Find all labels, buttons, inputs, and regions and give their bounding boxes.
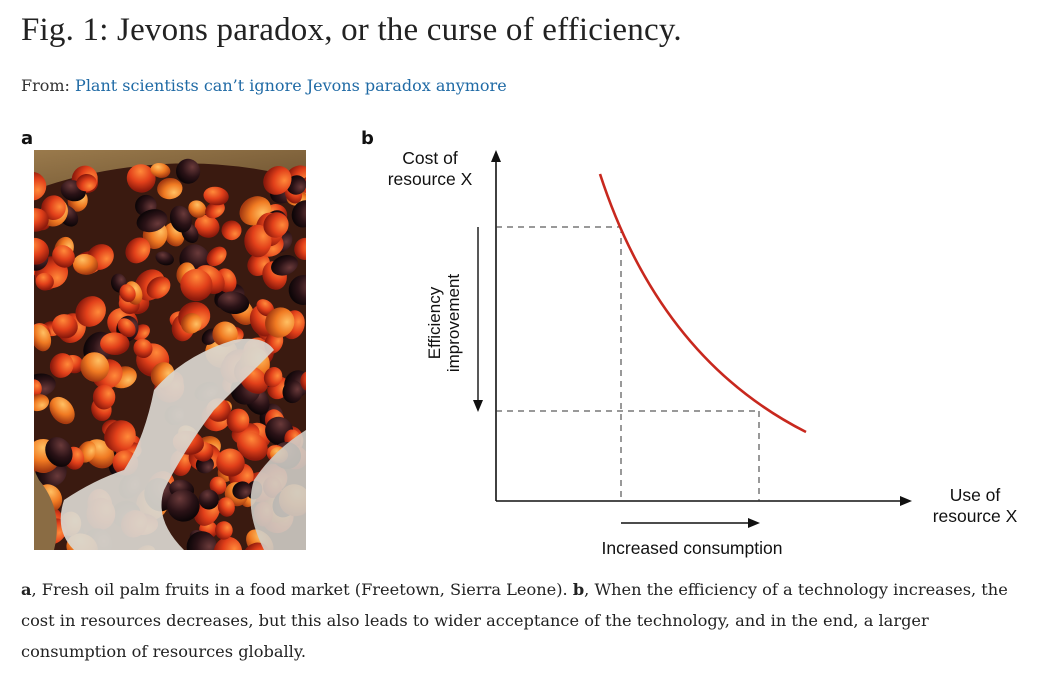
palm-fruit [186, 531, 217, 550]
caption-b-text: , When the efficiency of a technology in… [21, 580, 1008, 661]
palm-fruit [300, 371, 306, 392]
photo-canvas [34, 150, 306, 550]
palm-fruit [146, 276, 171, 299]
caption-b-letter: b [572, 580, 585, 599]
y-axis-label-line1: Cost of [402, 148, 458, 168]
diagram-svg: Cost of resource X Use of resource X Eff… [388, 148, 1018, 558]
panel-b-letter: b [361, 128, 374, 149]
palm-fruit [188, 200, 207, 218]
palm-fruit [49, 353, 74, 378]
figure-title: Fig. 1: Jevons paradox, or the curse of … [21, 12, 682, 48]
palm-fruit [294, 237, 306, 260]
palm-fruit [271, 255, 298, 276]
x-axis-arrowhead [900, 496, 912, 506]
palm-fruit [175, 158, 201, 184]
consumption-label: Increased consumption [602, 538, 783, 558]
palm-fruit [282, 380, 303, 404]
palm-fruit [80, 352, 110, 382]
palm-fruit [217, 497, 235, 517]
palm-fruit [232, 481, 252, 500]
palm-fruit [205, 201, 225, 219]
palm-fruit [242, 542, 270, 550]
palm-fruit [263, 166, 292, 195]
palm-fruit [34, 379, 42, 398]
jevons-diagram: Cost of resource X Use of resource X Eff… [330, 128, 1030, 572]
palm-fruit [104, 420, 136, 452]
palm-fruit [76, 173, 97, 192]
source-article-link[interactable]: Plant scientists can’t ignore Jevons par… [75, 76, 507, 95]
palm-fruit [198, 489, 219, 510]
cost-use-curve [598, 173, 807, 434]
efficiency-label-line2: improvement [444, 274, 463, 373]
palm-fruit [75, 296, 106, 327]
palm-fruit [167, 489, 200, 522]
palm-fruit [35, 272, 54, 291]
y-axis-label-line2: resource X [388, 169, 473, 189]
palm-fruit [34, 208, 49, 232]
palm-fruit [206, 246, 227, 267]
palm-fruit [217, 291, 250, 314]
consumption-arrow-head [748, 518, 760, 528]
palm-fruit [92, 384, 116, 410]
palm-fruit [288, 275, 306, 305]
palm-fruit [155, 251, 174, 266]
palm-fruit [133, 338, 153, 358]
palm-fruit [49, 396, 75, 425]
from-label: From: [21, 76, 70, 95]
palm-fruit [34, 237, 50, 265]
caption-a-text: , Fresh oil palm fruits in a food market… [31, 580, 573, 599]
palm-fruit [136, 209, 168, 233]
palm-fruit [236, 431, 268, 461]
palm-fruit [34, 324, 52, 352]
palm-fruit [263, 212, 289, 238]
palm-fruit [117, 318, 136, 338]
oil-palm-fruits-photo [34, 150, 306, 550]
basket-corner [34, 470, 57, 550]
palm-fruit [194, 214, 220, 238]
y-axis-arrowhead [491, 150, 501, 162]
palm-fruit [125, 237, 151, 264]
palm-fruit [126, 164, 156, 193]
palm-fruit [157, 177, 183, 200]
palm-fruit [215, 521, 233, 540]
palm-fruit [263, 367, 283, 388]
palm-fruit [150, 162, 171, 178]
x-axis-label-line1: Use of [950, 485, 1001, 505]
palm-fruit [34, 394, 49, 412]
palm-fruit [72, 253, 99, 275]
palm-fruit [244, 224, 272, 258]
palm-fruit [221, 220, 242, 241]
palm-fruit [52, 245, 75, 268]
palm-fruit [291, 200, 306, 228]
palm-fruit [209, 476, 227, 495]
palm-fruit [203, 186, 229, 206]
palm-fruit [100, 332, 130, 356]
palm-fruit [213, 536, 243, 550]
palm-fruit [180, 313, 202, 334]
panel-a-letter: a [21, 128, 34, 149]
palm-fruit [264, 307, 295, 338]
basket-rim [34, 150, 306, 190]
palm-fruit [119, 284, 136, 303]
palm-fruit [45, 437, 73, 467]
x-axis-label-line2: resource X [933, 506, 1018, 526]
mesh-bag [60, 338, 275, 550]
palm-fruit [41, 195, 66, 221]
efficiency-arrow-head [473, 400, 483, 412]
palm-fruit [52, 314, 78, 339]
palm-fruit [180, 268, 213, 302]
palm-fruit [34, 171, 47, 201]
caption-a-letter: a [21, 580, 32, 599]
efficiency-label-line1: Efficiency [425, 286, 444, 359]
palm-fruit [216, 448, 245, 477]
palm-fruit [169, 205, 192, 233]
mesh-bag-right [250, 430, 306, 550]
source-line: From: Plant scientists can’t ignore Jevo… [21, 76, 507, 95]
palm-fruit [226, 408, 250, 433]
figure-caption: a, Fresh oil palm fruits in a food marke… [21, 574, 1021, 667]
palm-fruit [212, 321, 238, 347]
